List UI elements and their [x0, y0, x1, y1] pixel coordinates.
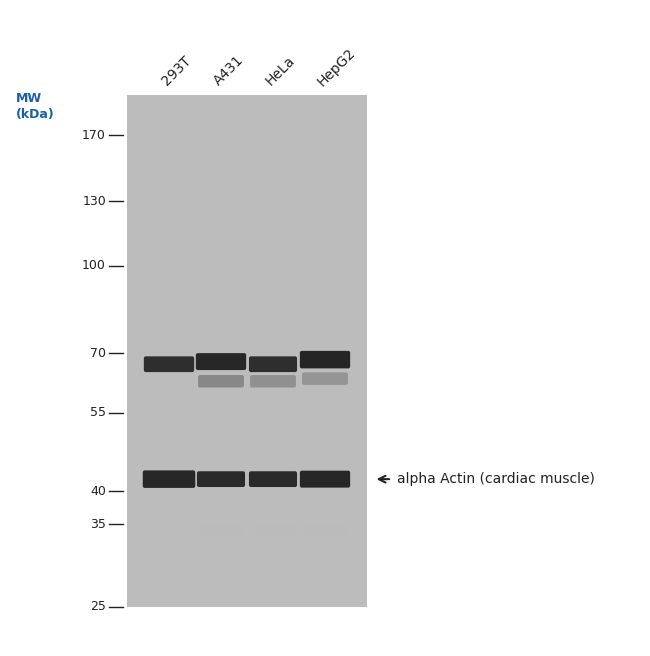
Text: A431: A431: [211, 53, 246, 89]
Text: HepG2: HepG2: [315, 45, 358, 89]
Text: 55: 55: [90, 406, 106, 419]
FancyBboxPatch shape: [303, 526, 347, 537]
Text: 40: 40: [90, 485, 106, 498]
FancyBboxPatch shape: [249, 356, 297, 372]
Text: 35: 35: [90, 518, 106, 531]
FancyBboxPatch shape: [300, 351, 350, 369]
Text: 170: 170: [82, 129, 106, 142]
FancyBboxPatch shape: [144, 356, 194, 372]
Text: 293T: 293T: [159, 54, 194, 89]
FancyBboxPatch shape: [197, 471, 245, 487]
Text: HeLa: HeLa: [263, 54, 298, 89]
Text: 25: 25: [90, 600, 106, 613]
FancyBboxPatch shape: [251, 526, 295, 537]
FancyBboxPatch shape: [198, 375, 244, 388]
FancyBboxPatch shape: [302, 373, 348, 385]
Text: 130: 130: [82, 195, 106, 207]
FancyBboxPatch shape: [143, 470, 195, 488]
FancyBboxPatch shape: [249, 471, 297, 487]
FancyBboxPatch shape: [300, 471, 350, 487]
Text: 70: 70: [90, 347, 106, 360]
Bar: [127, 95, 367, 607]
FancyBboxPatch shape: [250, 375, 296, 388]
Text: alpha Actin (cardiac muscle): alpha Actin (cardiac muscle): [397, 472, 595, 486]
FancyBboxPatch shape: [199, 526, 243, 537]
FancyBboxPatch shape: [196, 353, 246, 370]
Text: 100: 100: [82, 259, 106, 272]
Text: MW
(kDa): MW (kDa): [16, 92, 55, 121]
